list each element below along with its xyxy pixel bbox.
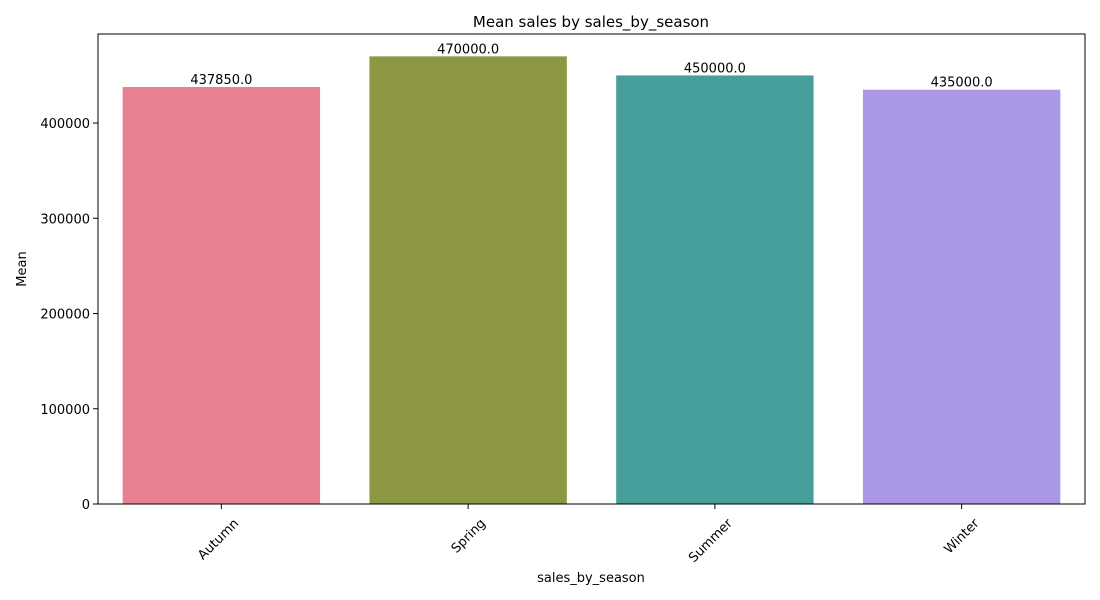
y-tick-label: 200000 [40,308,90,323]
x-axis-label: sales_by_season [537,571,645,586]
x-axis-ticks: Autumn Spring Summer Winter [195,504,983,566]
y-tick-label: 300000 [40,212,90,227]
x-tick-label: Autumn [195,516,242,563]
y-tick-label: 400000 [40,117,90,132]
y-tick-label: 100000 [40,403,90,418]
bar-data-labels: 437850.0 470000.0 450000.0 435000.0 [190,42,992,90]
bar-data-label: 470000.0 [437,42,499,57]
bar-data-label: 435000.0 [931,76,993,91]
bar-spring [369,56,567,504]
plot-frame [97,33,1086,505]
x-tick-label: Summer [686,516,736,566]
x-tick-label: Spring [449,516,489,556]
bar-summer [616,75,814,504]
bars [122,56,1061,504]
y-axis-label: Mean [15,251,30,286]
x-tick-label: Winter [942,516,983,557]
y-tick-label: 0 [82,498,90,513]
bar-data-label: 437850.0 [190,73,252,88]
bar-data-label: 450000.0 [684,61,746,76]
chart-title: Mean sales by sales_by_season [473,13,709,32]
bar-autumn [122,87,321,504]
bar-winter [862,89,1061,504]
y-axis-ticks: 0 100000 200000 300000 400000 [40,117,98,513]
